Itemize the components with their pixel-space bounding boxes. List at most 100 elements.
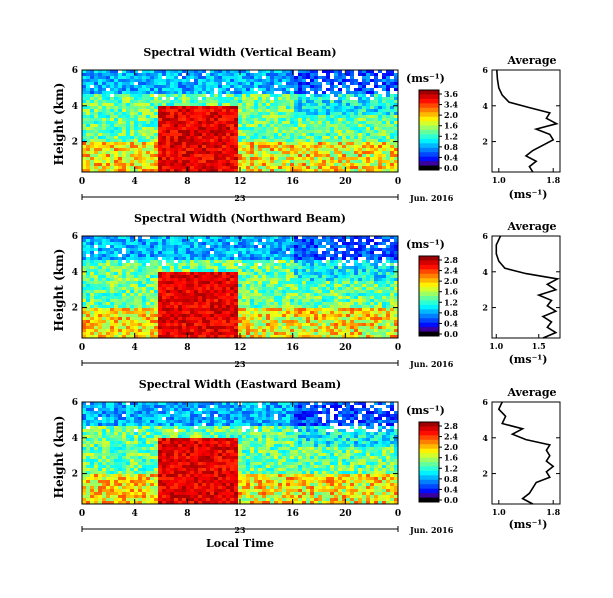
heatmap-cell [294, 260, 299, 264]
heatmap-cell [250, 121, 255, 125]
heatmap-cell [226, 305, 231, 309]
heatmap-cell [258, 169, 263, 173]
heatmap-cell [318, 115, 323, 119]
heatmap-cell [194, 299, 199, 303]
heatmap-cell [206, 76, 211, 80]
heatmap-cell [358, 73, 363, 77]
heatmap-cell [166, 257, 171, 261]
heatmap-cell [166, 323, 171, 327]
heatmap-cell [350, 100, 355, 104]
heatmap-cell [302, 94, 307, 98]
heatmap-cell [174, 85, 179, 89]
heatmap-cell [242, 236, 247, 240]
heatmap-cell [254, 121, 259, 125]
heatmap-cell [334, 332, 339, 336]
heatmap-cell [198, 278, 203, 282]
heatmap-cell [94, 124, 99, 128]
heatmap-cell [170, 76, 175, 80]
heatmap-cell [138, 323, 143, 327]
heatmap-cell [94, 166, 99, 170]
heatmap-cell [270, 106, 275, 110]
heatmap-cell [130, 311, 135, 315]
heatmap-cell [318, 296, 323, 300]
heatmap-cell [230, 106, 235, 110]
heatmap-cell [102, 112, 107, 116]
heatmap-cell [150, 293, 155, 297]
heatmap-cell [114, 311, 119, 315]
heatmap-cell [338, 335, 343, 339]
heatmap-cell [270, 100, 275, 104]
heatmap-cell [266, 136, 271, 140]
heatmap-cell [162, 314, 167, 318]
heatmap-cell [306, 320, 311, 324]
heatmap-cell [266, 323, 271, 327]
heatmap-cell [222, 257, 227, 261]
heatmap-cell [330, 118, 335, 122]
heatmap-cell [86, 239, 91, 243]
heatmap-cell [174, 100, 179, 104]
heatmap-cell [382, 70, 387, 74]
heatmap-cell [82, 73, 87, 77]
heatmap-cell [330, 79, 335, 83]
heatmap-cell [270, 82, 275, 86]
heatmap-cell [214, 332, 219, 336]
heatmap-cell [378, 151, 383, 155]
heatmap-cell [286, 329, 291, 333]
heatmap-cell [138, 136, 143, 140]
heatmap-cell [266, 239, 271, 243]
heatmap-cell [218, 160, 223, 164]
heatmap-cell [290, 248, 295, 252]
heatmap-cell [286, 302, 291, 306]
heatmap-cell [318, 151, 323, 155]
heatmap-cell [246, 160, 251, 164]
heatmap-cell [174, 157, 179, 161]
heatmap-cell [214, 248, 219, 252]
heatmap-cell [278, 272, 283, 276]
heatmap-cell [82, 239, 87, 243]
heatmap-cell [254, 115, 259, 119]
heatmap-cell [202, 275, 207, 279]
heatmap-cell [106, 281, 111, 285]
heatmap-cell [314, 160, 319, 164]
heatmap-cell [350, 103, 355, 107]
heatmap-cell [94, 245, 99, 249]
heatmap-cell [274, 103, 279, 107]
heatmap-cell [326, 335, 331, 339]
heatmap-cell [126, 326, 131, 330]
heatmap-cell [162, 163, 167, 167]
heatmap-cell [334, 130, 339, 134]
heatmap-cell [142, 287, 147, 291]
heatmap-cell [110, 290, 115, 294]
heatmap-cell [222, 281, 227, 285]
heatmap-cell [162, 91, 167, 95]
heatmap-cell [374, 91, 379, 95]
heatmap-cell [106, 323, 111, 327]
heatmap-cell [198, 106, 203, 110]
heatmap-cell [346, 73, 351, 77]
heatmap-cell [86, 287, 91, 291]
heatmap-cell [186, 148, 191, 152]
heatmap-cell [166, 121, 171, 125]
heatmap-cell [122, 308, 127, 312]
heatmap-cell [182, 94, 187, 98]
heatmap-cell [354, 157, 359, 161]
heatmap-cell [194, 112, 199, 116]
heatmap-cell [142, 118, 147, 122]
heatmap-cell [210, 160, 215, 164]
heatmap-cell [270, 242, 275, 246]
heatmap-cell [126, 97, 131, 101]
heatmap-cell [134, 136, 139, 140]
heatmap-cell [230, 112, 235, 116]
heatmap-cell [234, 260, 239, 264]
heatmap-cell [278, 154, 283, 158]
heatmap-cell [146, 163, 151, 167]
heatmap-cell [314, 335, 319, 339]
heatmap-cell [150, 76, 155, 80]
heatmap-cell [362, 76, 367, 80]
heatmap-cell [102, 308, 107, 312]
heatmap-cell [262, 251, 267, 255]
heatmap-cell [226, 329, 231, 333]
heatmap-cell [242, 308, 247, 312]
heatmap-cell [294, 130, 299, 134]
heatmap-cell [118, 287, 123, 291]
